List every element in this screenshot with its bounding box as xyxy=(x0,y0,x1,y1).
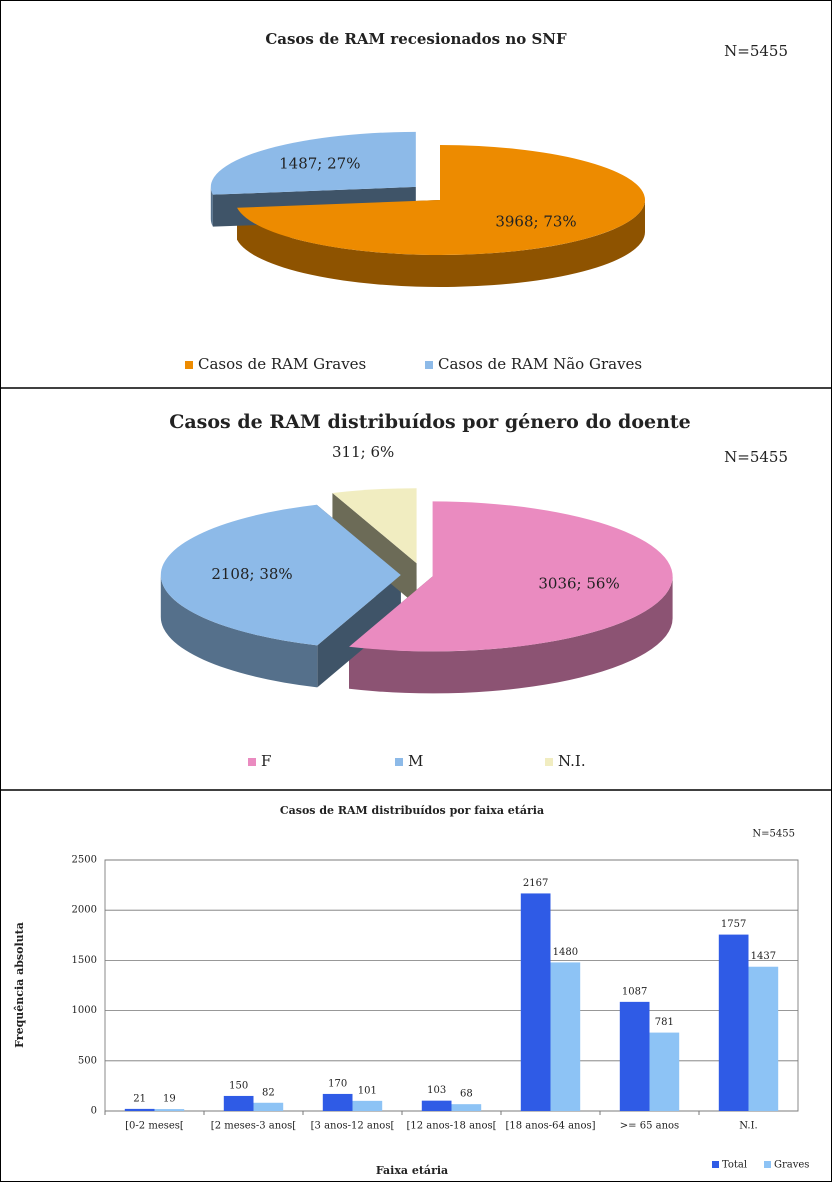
data-label: 101 xyxy=(358,1085,377,1096)
bar xyxy=(352,1100,383,1111)
data-label: 150 xyxy=(229,1080,248,1091)
y-tick-label: 1000 xyxy=(72,1005,97,1016)
x-tick-label: [2 meses-3 anos[ xyxy=(211,1121,296,1132)
legend-label: Total xyxy=(722,1160,747,1171)
y-tick-label: 0 xyxy=(91,1106,97,1117)
data-label: 3036; 56% xyxy=(538,575,619,593)
x-tick-label: >= 65 anos xyxy=(620,1121,679,1132)
bar xyxy=(649,1032,680,1111)
pie-slice xyxy=(210,131,416,195)
bar xyxy=(421,1100,452,1111)
y-tick-label: 2500 xyxy=(72,855,97,866)
data-label: 1757 xyxy=(721,919,746,930)
bar xyxy=(718,934,749,1111)
pie-slice xyxy=(349,501,673,652)
legend-swatch xyxy=(764,1161,771,1168)
annotation: N=5455 xyxy=(724,448,788,466)
bar xyxy=(154,1109,185,1111)
annotation: N=5455 xyxy=(724,42,788,60)
data-label: 1087 xyxy=(622,986,647,997)
legend-label: N.I. xyxy=(558,752,586,770)
bar xyxy=(520,893,551,1111)
pie-slice xyxy=(160,504,401,646)
pie-side xyxy=(160,575,318,688)
data-label: 19 xyxy=(163,1094,176,1105)
bar xyxy=(451,1104,482,1111)
bar xyxy=(124,1108,155,1111)
data-label: 170 xyxy=(328,1078,347,1089)
legend-swatch xyxy=(185,361,193,369)
annotation: N=5455 xyxy=(752,829,795,840)
x-tick-label: [3 anos-12 anos[ xyxy=(311,1121,395,1132)
data-label: 2167 xyxy=(523,878,548,889)
legend-label: F xyxy=(261,752,271,770)
pie-slice xyxy=(332,488,417,564)
x-tick-label: N.I. xyxy=(739,1121,757,1132)
data-label: 3968; 73% xyxy=(495,212,576,230)
legend-swatch xyxy=(712,1161,719,1168)
data-label: 103 xyxy=(427,1085,446,1096)
bar xyxy=(322,1093,353,1111)
legend-swatch xyxy=(545,758,553,766)
bar xyxy=(619,1001,650,1111)
data-label: 1487; 27% xyxy=(279,155,360,173)
pie-side xyxy=(317,575,401,688)
chart-title: Casos de RAM distribuídos por género do … xyxy=(169,411,691,433)
y-axis-label: Frequência absoluta xyxy=(13,922,26,1048)
x-tick-label: [18 anos-64 anos] xyxy=(505,1121,595,1132)
x-axis-label: Faixa etária xyxy=(376,1164,448,1177)
data-label: 1480 xyxy=(553,947,578,958)
x-tick-label: [0-2 meses[ xyxy=(125,1121,184,1132)
chart-title: Casos de RAM distribuídos por faixa etár… xyxy=(280,804,544,817)
data-label: 2108; 38% xyxy=(211,565,292,583)
data-label: 21 xyxy=(133,1093,146,1104)
bar xyxy=(550,962,581,1111)
y-tick-label: 1500 xyxy=(72,955,97,966)
y-tick-label: 2000 xyxy=(72,905,97,916)
pie-side xyxy=(237,200,645,287)
legend-swatch xyxy=(425,361,433,369)
legend-label: Graves xyxy=(774,1160,809,1171)
x-tick-label: [12 anos-18 anos[ xyxy=(406,1121,496,1132)
legend-swatch xyxy=(395,758,403,766)
data-label: 1437 xyxy=(751,951,776,962)
pie-side xyxy=(210,186,213,227)
pie-slice xyxy=(237,145,645,255)
data-label: 82 xyxy=(262,1087,275,1098)
chart-title: Casos de RAM recesionados no SNF xyxy=(265,30,567,48)
data-label: 311; 6% xyxy=(332,443,394,461)
legend-swatch xyxy=(248,758,256,766)
legend-label: Casos de RAM Graves xyxy=(198,355,366,373)
bar xyxy=(253,1102,284,1111)
legend-label: Casos de RAM Não Graves xyxy=(438,355,642,373)
data-label: 68 xyxy=(460,1089,473,1100)
bar xyxy=(748,966,779,1111)
data-label: 781 xyxy=(655,1017,674,1028)
legend-label: M xyxy=(408,752,423,770)
bar xyxy=(223,1095,254,1111)
y-tick-label: 500 xyxy=(78,1055,97,1066)
pie-side xyxy=(349,576,673,694)
